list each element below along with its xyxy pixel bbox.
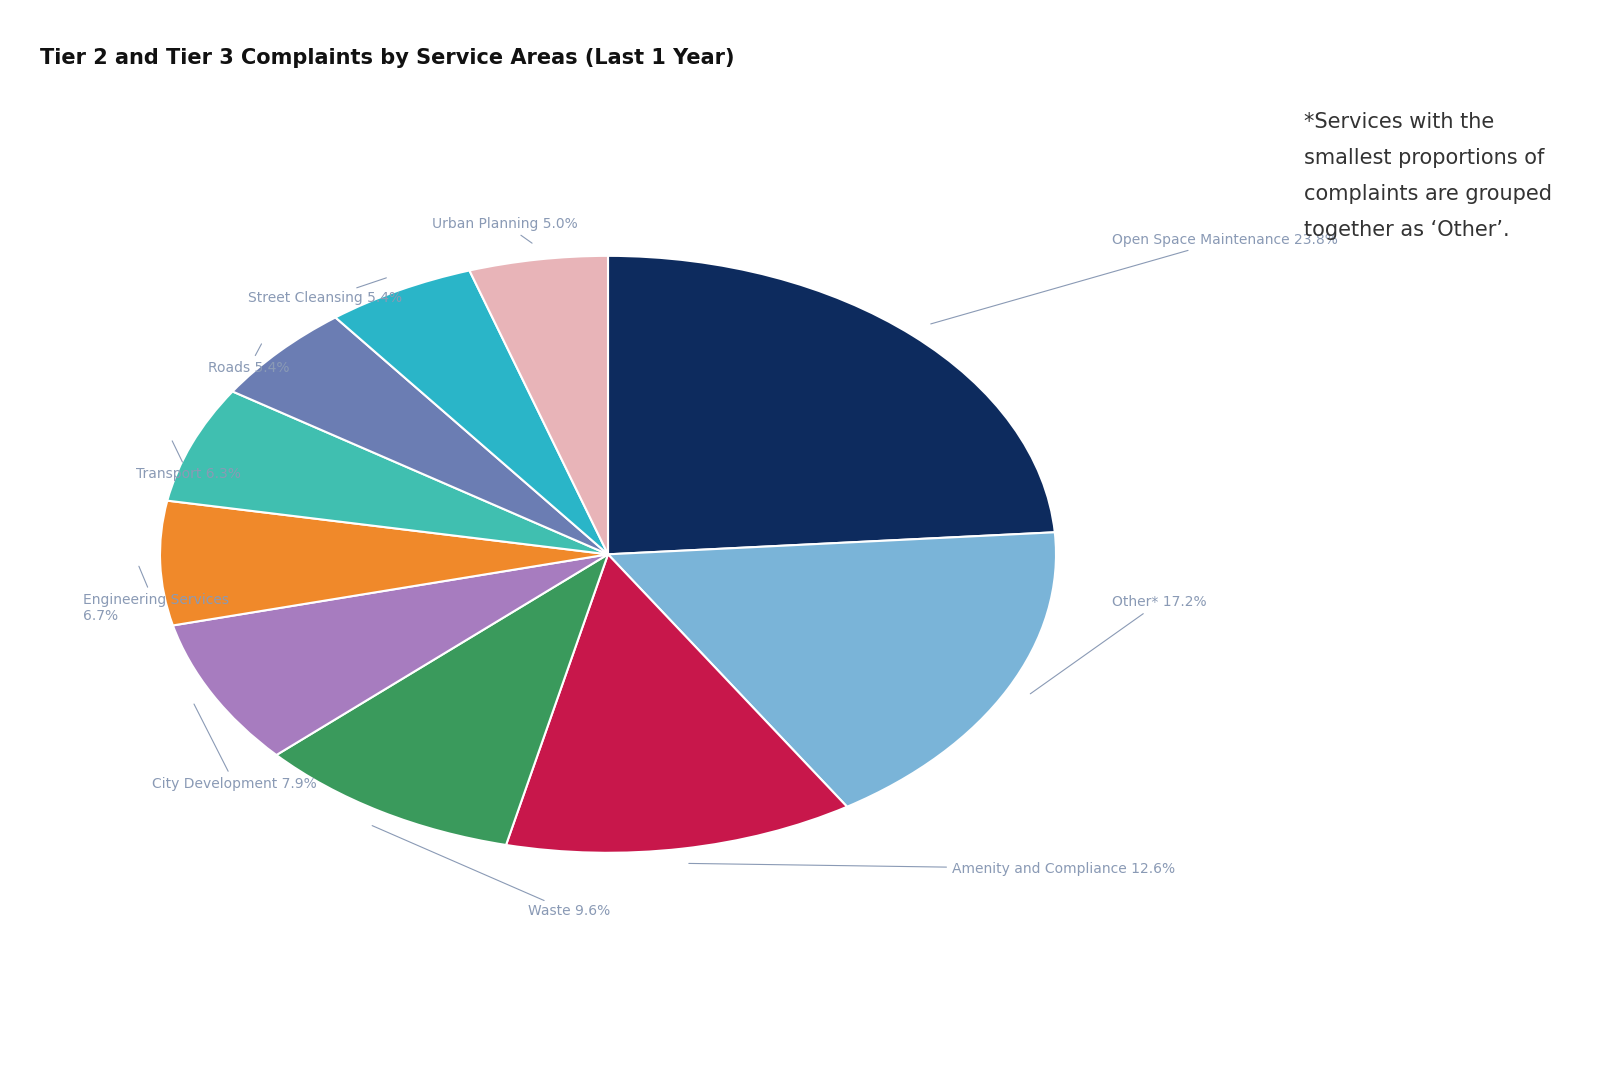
Wedge shape (168, 391, 608, 554)
Text: Waste 9.6%: Waste 9.6% (373, 825, 610, 919)
Wedge shape (469, 256, 608, 554)
Wedge shape (160, 501, 608, 626)
Text: *Services with the
smallest proportions of
complaints are grouped
together as ‘O: *Services with the smallest proportions … (1304, 112, 1552, 240)
Text: Other* 17.2%: Other* 17.2% (1030, 595, 1206, 694)
Wedge shape (506, 554, 846, 853)
Wedge shape (173, 554, 608, 755)
Text: Engineering Services
6.7%: Engineering Services 6.7% (83, 566, 229, 623)
Text: Roads 5.4%: Roads 5.4% (208, 344, 290, 375)
Text: Open Space Maintenance 23.8%: Open Space Maintenance 23.8% (931, 232, 1338, 324)
Text: City Development 7.9%: City Development 7.9% (152, 704, 317, 791)
Wedge shape (277, 554, 608, 845)
Wedge shape (232, 318, 608, 554)
Wedge shape (336, 271, 608, 554)
Text: Amenity and Compliance 12.6%: Amenity and Compliance 12.6% (690, 861, 1174, 876)
Text: Urban Planning 5.0%: Urban Planning 5.0% (432, 216, 578, 243)
Text: Transport 6.3%: Transport 6.3% (136, 441, 242, 482)
Text: Street Cleansing 5.4%: Street Cleansing 5.4% (248, 278, 402, 306)
Wedge shape (608, 256, 1054, 554)
Wedge shape (608, 532, 1056, 807)
Text: Tier 2 and Tier 3 Complaints by Service Areas (Last 1 Year): Tier 2 and Tier 3 Complaints by Service … (40, 48, 734, 68)
